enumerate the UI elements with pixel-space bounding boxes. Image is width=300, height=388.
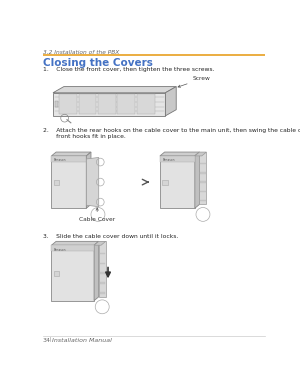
Polygon shape xyxy=(94,241,106,245)
Text: Cable Cover: Cable Cover xyxy=(79,208,115,222)
Text: Closing the Covers: Closing the Covers xyxy=(43,58,153,68)
Text: Panason: Panason xyxy=(162,158,175,162)
Text: front hooks fit in place.: front hooks fit in place. xyxy=(43,133,126,139)
Bar xyxy=(100,253,105,254)
Polygon shape xyxy=(86,152,91,208)
Bar xyxy=(79,94,96,114)
Bar xyxy=(52,156,86,162)
Bar xyxy=(200,200,206,201)
Bar xyxy=(100,272,105,274)
Polygon shape xyxy=(165,87,176,116)
Polygon shape xyxy=(52,241,99,245)
Bar xyxy=(200,181,206,183)
Bar xyxy=(54,271,59,276)
Bar xyxy=(200,172,206,173)
Polygon shape xyxy=(94,241,99,301)
Bar xyxy=(52,156,86,208)
Polygon shape xyxy=(86,158,99,207)
Bar xyxy=(162,180,168,185)
Bar xyxy=(98,94,116,114)
Text: Panason: Panason xyxy=(54,248,66,251)
Bar xyxy=(53,93,165,116)
Bar xyxy=(160,156,195,162)
Polygon shape xyxy=(52,152,91,156)
Bar xyxy=(200,191,206,192)
Bar xyxy=(52,245,94,301)
Bar xyxy=(59,94,77,114)
Bar xyxy=(117,94,135,114)
Polygon shape xyxy=(195,152,200,208)
Text: Installation Manual: Installation Manual xyxy=(52,338,112,343)
Bar xyxy=(100,263,105,264)
Bar xyxy=(160,156,195,208)
Bar xyxy=(137,94,154,114)
Text: Screw: Screw xyxy=(178,76,210,87)
Polygon shape xyxy=(195,152,206,156)
Bar xyxy=(99,241,106,297)
Bar xyxy=(54,180,59,185)
Text: 1.    Close the front cover, then tighten the three screws.: 1. Close the front cover, then tighten t… xyxy=(43,68,214,72)
Bar xyxy=(200,163,206,165)
Polygon shape xyxy=(53,87,176,93)
Text: 34: 34 xyxy=(43,338,51,343)
Text: 3.    Slide the cable cover down until it locks.: 3. Slide the cable cover down until it l… xyxy=(43,234,178,239)
Bar xyxy=(200,152,206,204)
Bar xyxy=(52,245,94,251)
Text: 2.    Attach the rear hooks on the cable cover to the main unit, then swing the : 2. Attach the rear hooks on the cable co… xyxy=(43,128,300,133)
Bar xyxy=(100,292,105,294)
Text: 3.2 Installation of the PBX: 3.2 Installation of the PBX xyxy=(43,50,119,55)
Text: Panason: Panason xyxy=(54,158,66,162)
Bar xyxy=(55,101,59,107)
Polygon shape xyxy=(160,152,200,156)
Bar xyxy=(100,282,105,284)
